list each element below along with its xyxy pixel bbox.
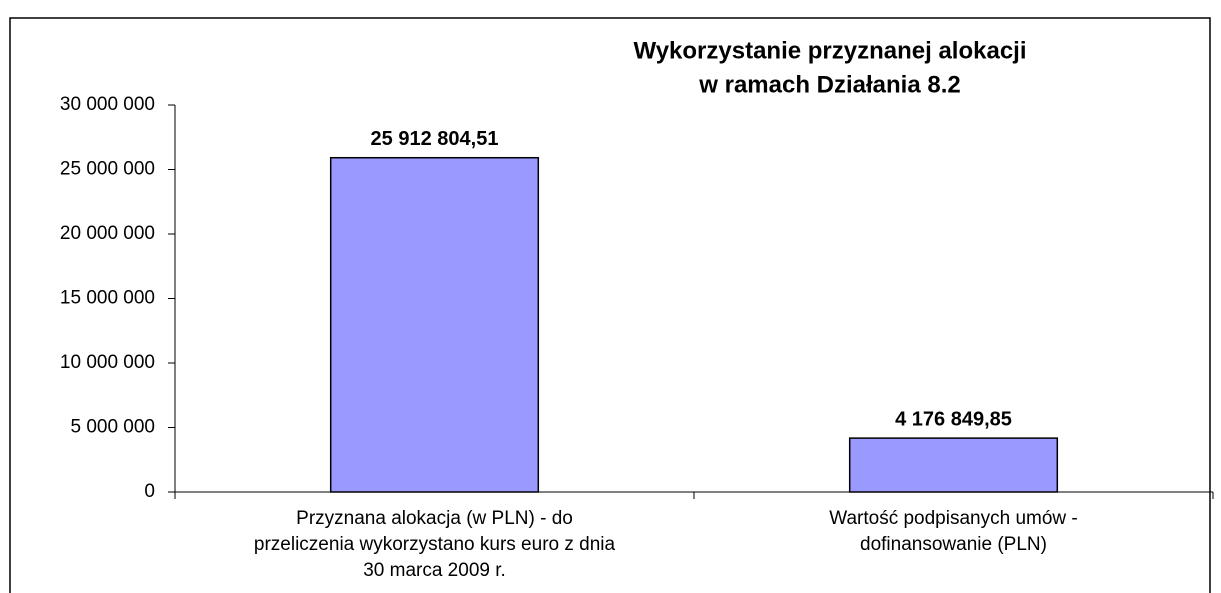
bar bbox=[848, 437, 1059, 493]
x-tick-label: Wartość podpisanych umów - dofinansowani… bbox=[829, 508, 1078, 555]
y-tick-label: 5 000 000 bbox=[70, 417, 155, 438]
y-tick-label: 10 000 000 bbox=[60, 352, 155, 373]
y-tick-label: 20 000 000 bbox=[60, 223, 155, 244]
y-tick-label: 25 000 000 bbox=[60, 159, 155, 180]
chart-frame bbox=[9, 17, 1211, 593]
x-tick-label: Przyznana alokacja (w PLN) - do przelicz… bbox=[253, 508, 616, 581]
y-tick-label: 30 000 000 bbox=[60, 94, 155, 115]
bar bbox=[329, 156, 540, 493]
chart-title: w ramach Działania 8.2 bbox=[698, 71, 960, 98]
y-tick-label: 0 bbox=[144, 481, 155, 502]
y-tick-label: 15 000 000 bbox=[60, 288, 155, 309]
value-label: 25 912 804,51 bbox=[371, 128, 499, 150]
chart-title: Wykorzystanie przyznanej alokacji bbox=[633, 37, 1026, 64]
value-label: 4 176 849,85 bbox=[895, 408, 1012, 430]
